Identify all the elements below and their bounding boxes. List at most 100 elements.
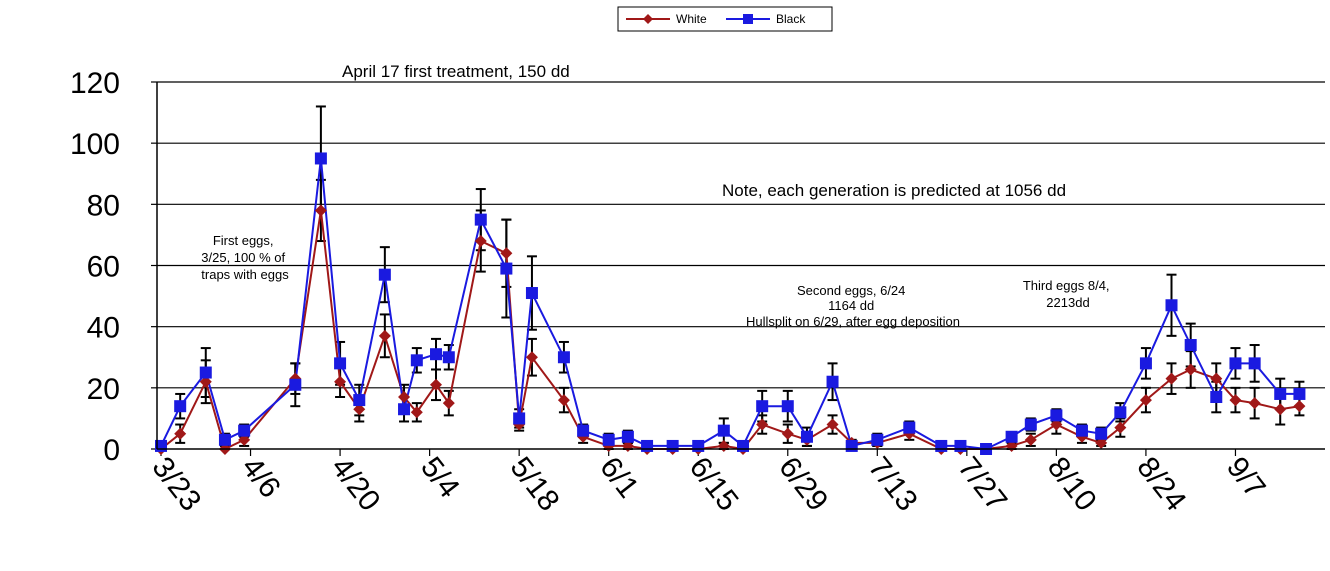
data-point <box>1165 372 1178 385</box>
data-point <box>1050 418 1063 431</box>
data-point <box>474 213 487 226</box>
annotation-second-eggs: Second eggs, 6/24 1164 dd Hullsplit on 6… <box>746 283 960 329</box>
data-point <box>717 439 730 452</box>
data-point <box>826 375 839 388</box>
data-point <box>737 439 749 452</box>
annotation-first-eggs: First eggs, 3/25, 100 % of traps with eg… <box>201 233 289 282</box>
data-point <box>717 424 730 437</box>
annotation-generation-note: Note, each generation is predicted at 10… <box>722 181 1066 200</box>
data-point <box>334 375 347 388</box>
data-point <box>500 247 513 260</box>
grid-lines <box>151 81 1325 456</box>
series-line-white <box>160 210 1300 451</box>
data-point <box>1114 406 1127 419</box>
data-point <box>1184 363 1197 376</box>
data-point <box>621 430 634 443</box>
data-point <box>1005 430 1018 443</box>
data-point <box>398 391 411 404</box>
data-point <box>513 412 526 425</box>
data-point <box>1139 357 1152 370</box>
data-point <box>199 375 212 388</box>
y-tick-labels: 0 20 40 60 80 100 120 <box>70 67 120 467</box>
legend-marker <box>643 14 653 24</box>
data-point <box>1139 394 1152 407</box>
y-tick-label: 80 <box>87 189 120 222</box>
data-point <box>1024 418 1037 431</box>
annotation-third-eggs: Third eggs 8/4, 2213dd <box>1023 278 1113 310</box>
data-point <box>1184 339 1197 352</box>
data-point <box>666 439 679 452</box>
data-point <box>353 394 366 407</box>
data-point <box>398 403 411 416</box>
data-point <box>1114 421 1127 434</box>
y-tick-label: 40 <box>87 312 120 345</box>
data-point <box>314 152 327 165</box>
data-point <box>1210 372 1223 385</box>
data-point <box>756 418 769 431</box>
data-point <box>1229 394 1242 407</box>
data-point <box>1274 403 1287 416</box>
data-point <box>442 397 455 410</box>
x-tick-label: 5/18 <box>504 451 566 517</box>
x-tick-label: 8/10 <box>1041 451 1103 517</box>
data-point <box>1095 427 1108 440</box>
y-tick-label: 60 <box>87 251 120 284</box>
data-point <box>602 433 615 446</box>
data-point <box>871 433 884 446</box>
data-point <box>378 329 391 342</box>
legend-marker <box>743 14 753 24</box>
data-point <box>525 287 538 300</box>
x-tick-label: 8/24 <box>1130 451 1192 517</box>
data-point <box>500 262 513 275</box>
data-point <box>903 421 916 434</box>
data-point <box>430 348 443 361</box>
data-point <box>289 378 302 391</box>
data-point <box>1248 357 1261 370</box>
data-point <box>756 400 769 413</box>
data-point <box>218 433 231 446</box>
data-point <box>557 394 570 407</box>
x-tick-labels: 3/23 4/6 4/20 5/4 5/18 6/1 6/15 6/29 7/13 7/27 8/1… <box>145 451 1271 517</box>
data-point <box>334 357 347 370</box>
annotations: April 17 first treatment, 150 dd Note, e… <box>201 62 1113 329</box>
data-point <box>474 235 487 248</box>
data-point <box>410 354 423 367</box>
data-point <box>1095 436 1108 449</box>
y-tick-label: 0 <box>103 434 120 467</box>
data-point <box>845 439 858 452</box>
x-tick-label: 9/7 <box>1220 451 1272 504</box>
data-point <box>430 378 443 391</box>
data-point <box>826 418 839 431</box>
data-point <box>1293 400 1306 413</box>
legend-label: Black <box>776 12 806 26</box>
data-point <box>378 268 391 281</box>
data-point <box>781 427 794 440</box>
data-point <box>525 351 538 364</box>
data-point <box>954 439 967 452</box>
data-point <box>199 366 212 379</box>
data-point <box>353 403 366 416</box>
data-point <box>410 406 423 419</box>
data-point <box>238 424 251 437</box>
data-point <box>1165 299 1178 312</box>
data-point <box>174 400 187 413</box>
error-bars <box>175 105 1305 450</box>
y-tick-label: 20 <box>87 373 120 406</box>
data-point <box>1210 391 1223 404</box>
x-tick-label: 5/4 <box>414 451 466 504</box>
data-point <box>1229 357 1242 370</box>
data-point <box>238 433 251 446</box>
data-point <box>1293 387 1306 400</box>
data-point <box>442 351 455 364</box>
data-point <box>577 424 590 437</box>
x-tick-label: 4/6 <box>235 451 287 504</box>
annotation-first-treatment: April 17 first treatment, 150 dd <box>342 62 570 81</box>
x-tick-label: 7/13 <box>862 451 924 517</box>
data-point <box>935 439 948 452</box>
data-point <box>1248 397 1261 410</box>
data-point <box>1024 433 1037 446</box>
data-point <box>174 427 187 440</box>
x-tick-label: 6/29 <box>772 451 834 517</box>
data-point <box>1274 387 1287 400</box>
